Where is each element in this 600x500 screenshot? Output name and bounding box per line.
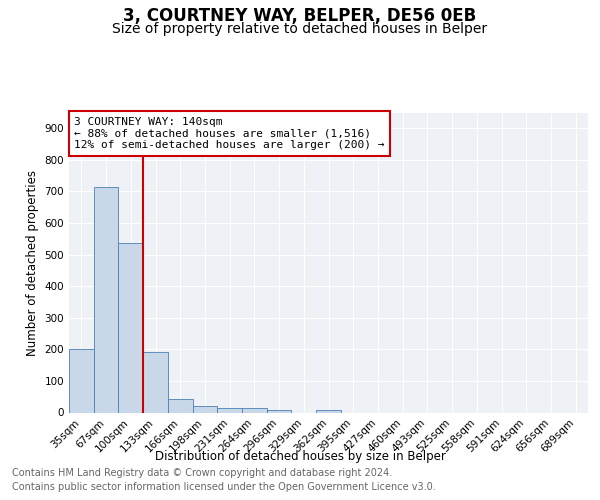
Bar (217, 408, 242, 412)
Text: Distribution of detached houses by size in Belper: Distribution of detached houses by size … (155, 450, 445, 463)
Bar (242, 408, 267, 412)
Text: 3, COURTNEY WAY, BELPER, DE56 0EB: 3, COURTNEY WAY, BELPER, DE56 0EB (124, 8, 476, 26)
Bar (193, 406, 217, 412)
Bar (118, 243, 143, 412)
Bar (143, 352, 168, 412)
Bar (267, 410, 292, 412)
Text: Contains public sector information licensed under the Open Government Licence v3: Contains public sector information licen… (12, 482, 436, 492)
Text: Contains HM Land Registry data © Crown copyright and database right 2024.: Contains HM Land Registry data © Crown c… (12, 468, 392, 477)
Y-axis label: Number of detached properties: Number of detached properties (26, 170, 39, 356)
Bar (94, 187, 118, 412)
Text: Size of property relative to detached houses in Belper: Size of property relative to detached ho… (112, 22, 488, 36)
Text: 3 COURTNEY WAY: 140sqm
← 88% of detached houses are smaller (1,516)
12% of semi-: 3 COURTNEY WAY: 140sqm ← 88% of detached… (74, 117, 385, 150)
Bar (316, 410, 341, 412)
Bar (168, 398, 193, 412)
Bar (69, 348, 94, 412)
